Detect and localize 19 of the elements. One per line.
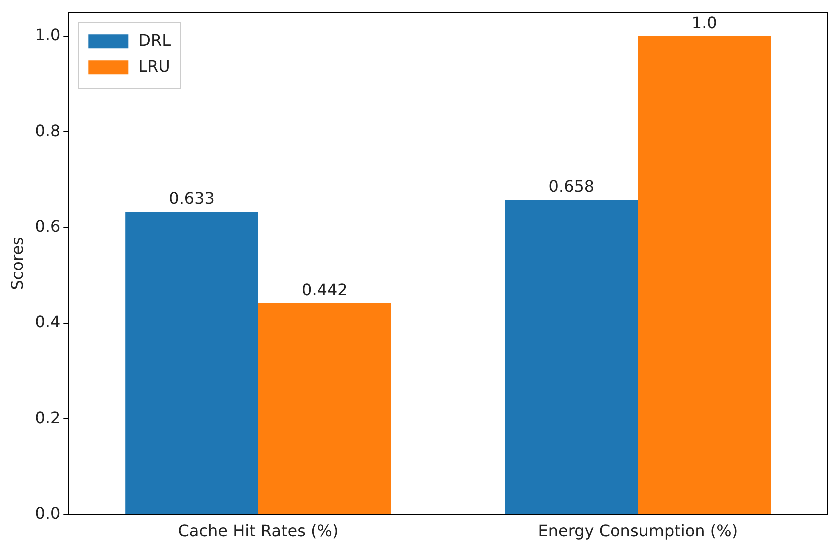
y-tick-label: 1.0 [35,26,61,45]
y-tick-label: 0.6 [35,216,61,236]
legend-label: LRU [138,56,170,76]
data-label: 0.658 [548,177,595,196]
y-tick-label: 0.8 [35,121,61,140]
bar [126,212,258,514]
x-tick-label: Energy Consumption (%) [538,522,738,541]
data-label: 0.633 [169,189,215,208]
bar [258,303,392,514]
data-label: 1.0 [692,14,718,33]
legend-label: DRL [138,30,172,50]
x-tick-label: Cache Hit Rates (%) [178,522,339,541]
y-axis-title: Scores [8,237,27,290]
bar [638,36,772,514]
y-tick-label: 0.2 [35,408,61,428]
data-label: 0.442 [302,280,348,300]
y-tick-label: 0.0 [35,504,61,523]
bar [505,200,638,514]
y-tick-label: 0.4 [35,312,61,332]
